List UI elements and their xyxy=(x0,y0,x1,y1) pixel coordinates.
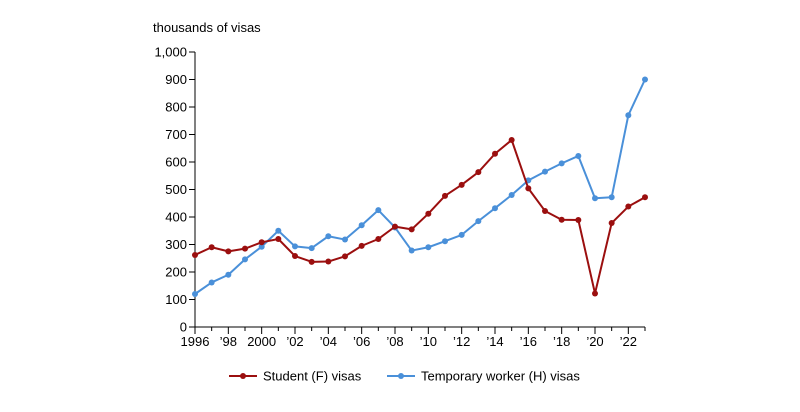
data-point xyxy=(342,236,348,243)
x-tick-label: ’06 xyxy=(353,334,370,349)
data-point xyxy=(225,271,232,278)
data-point xyxy=(342,253,348,260)
y-tick-label: 300 xyxy=(165,237,187,252)
data-point xyxy=(308,258,315,265)
y-tick-label: 600 xyxy=(165,155,187,170)
data-point xyxy=(542,168,548,175)
data-point xyxy=(192,251,198,258)
data-point xyxy=(442,238,448,245)
data-point xyxy=(475,218,482,225)
x-tick-label: ’02 xyxy=(286,334,303,349)
x-tick-label: ’04 xyxy=(320,334,337,349)
data-point xyxy=(258,239,265,246)
data-point xyxy=(308,245,315,252)
data-point xyxy=(358,222,365,229)
data-point xyxy=(258,243,265,250)
data-point xyxy=(325,258,332,265)
legend-item: Temporary worker (H) visas xyxy=(387,369,580,384)
x-tick-label: ’08 xyxy=(386,334,403,349)
data-point xyxy=(592,195,598,202)
data-point xyxy=(458,231,465,238)
y-tick-label: 1,000 xyxy=(154,45,187,60)
data-point xyxy=(242,245,248,252)
legend-label: Temporary worker (H) visas xyxy=(421,369,580,384)
y-tick-label: 900 xyxy=(165,72,187,87)
x-tick-label: ’98 xyxy=(220,334,237,349)
x-tick-label: ’20 xyxy=(586,334,603,349)
y-tick-label: 500 xyxy=(165,182,187,197)
legend-swatch-marker xyxy=(398,373,404,379)
legend-label: Student (F) visas xyxy=(263,369,362,384)
data-point xyxy=(192,291,198,297)
data-point xyxy=(525,185,532,192)
x-tick-label: 2000 xyxy=(247,334,276,349)
data-point xyxy=(508,192,515,198)
y-tick-label: 200 xyxy=(165,265,187,280)
data-point xyxy=(425,210,432,217)
x-tick-label: ’10 xyxy=(420,334,437,349)
y-tick-label: 700 xyxy=(165,127,187,142)
series-student-f-visas xyxy=(192,137,648,297)
data-point xyxy=(275,227,282,234)
data-point xyxy=(208,244,215,251)
series-line xyxy=(194,139,646,295)
series-layer xyxy=(192,76,648,297)
y-tick-label: 400 xyxy=(165,210,187,225)
x-tick-label: ’16 xyxy=(520,334,537,349)
data-point xyxy=(442,192,448,199)
y-tick-label: 0 xyxy=(180,320,187,335)
data-point xyxy=(575,152,582,159)
data-point xyxy=(425,244,432,251)
data-point xyxy=(642,76,648,83)
data-point xyxy=(408,226,415,233)
x-axis: 1996 ’98 2000 ’02 ’04 ’06 ’08 ’10 ’12 ’14 ’16 ’18 ’2… xyxy=(181,326,646,349)
x-tick-label: ’18 xyxy=(553,334,570,349)
data-point xyxy=(575,217,582,224)
data-point xyxy=(392,223,398,230)
data-point xyxy=(358,242,365,249)
data-point xyxy=(208,279,215,286)
data-point xyxy=(275,236,282,242)
x-tick-label: ’12 xyxy=(453,334,470,349)
data-point xyxy=(592,290,598,297)
data-point xyxy=(292,243,298,250)
x-tick-label: ’22 xyxy=(620,334,637,349)
data-point xyxy=(492,205,498,212)
data-point xyxy=(558,160,565,167)
data-point xyxy=(508,137,515,143)
data-point xyxy=(608,194,615,201)
y-axis: 0 100 200 300 400 500 600 700 800 900 1,000 xyxy=(154,45,196,335)
legend-item: Student (F) visas xyxy=(229,369,362,384)
data-point xyxy=(225,248,232,255)
data-point xyxy=(408,247,415,254)
data-point xyxy=(375,207,382,214)
y-axis-unit-label: thousands of visas xyxy=(153,20,261,35)
data-point xyxy=(475,169,482,176)
data-point xyxy=(542,207,548,214)
data-point xyxy=(625,203,632,210)
data-point xyxy=(292,253,298,260)
x-tick-label: 1996 xyxy=(181,334,210,349)
data-point xyxy=(242,256,248,263)
y-tick-label: 100 xyxy=(165,292,187,307)
data-point xyxy=(625,112,632,119)
data-point xyxy=(608,220,615,227)
y-tick-label: 800 xyxy=(165,100,187,115)
series-line xyxy=(194,79,646,295)
legend-swatch-marker xyxy=(240,373,246,379)
x-tick-label: ’14 xyxy=(486,334,503,349)
data-point xyxy=(492,150,498,157)
data-point xyxy=(558,216,565,223)
series-temporary-worker-h-visas xyxy=(192,76,648,297)
legend: Student (F) visas Temporary worker (H) vi… xyxy=(229,369,580,384)
data-point xyxy=(642,194,648,201)
data-point xyxy=(325,233,332,240)
data-point xyxy=(458,181,465,188)
data-point xyxy=(375,236,382,242)
